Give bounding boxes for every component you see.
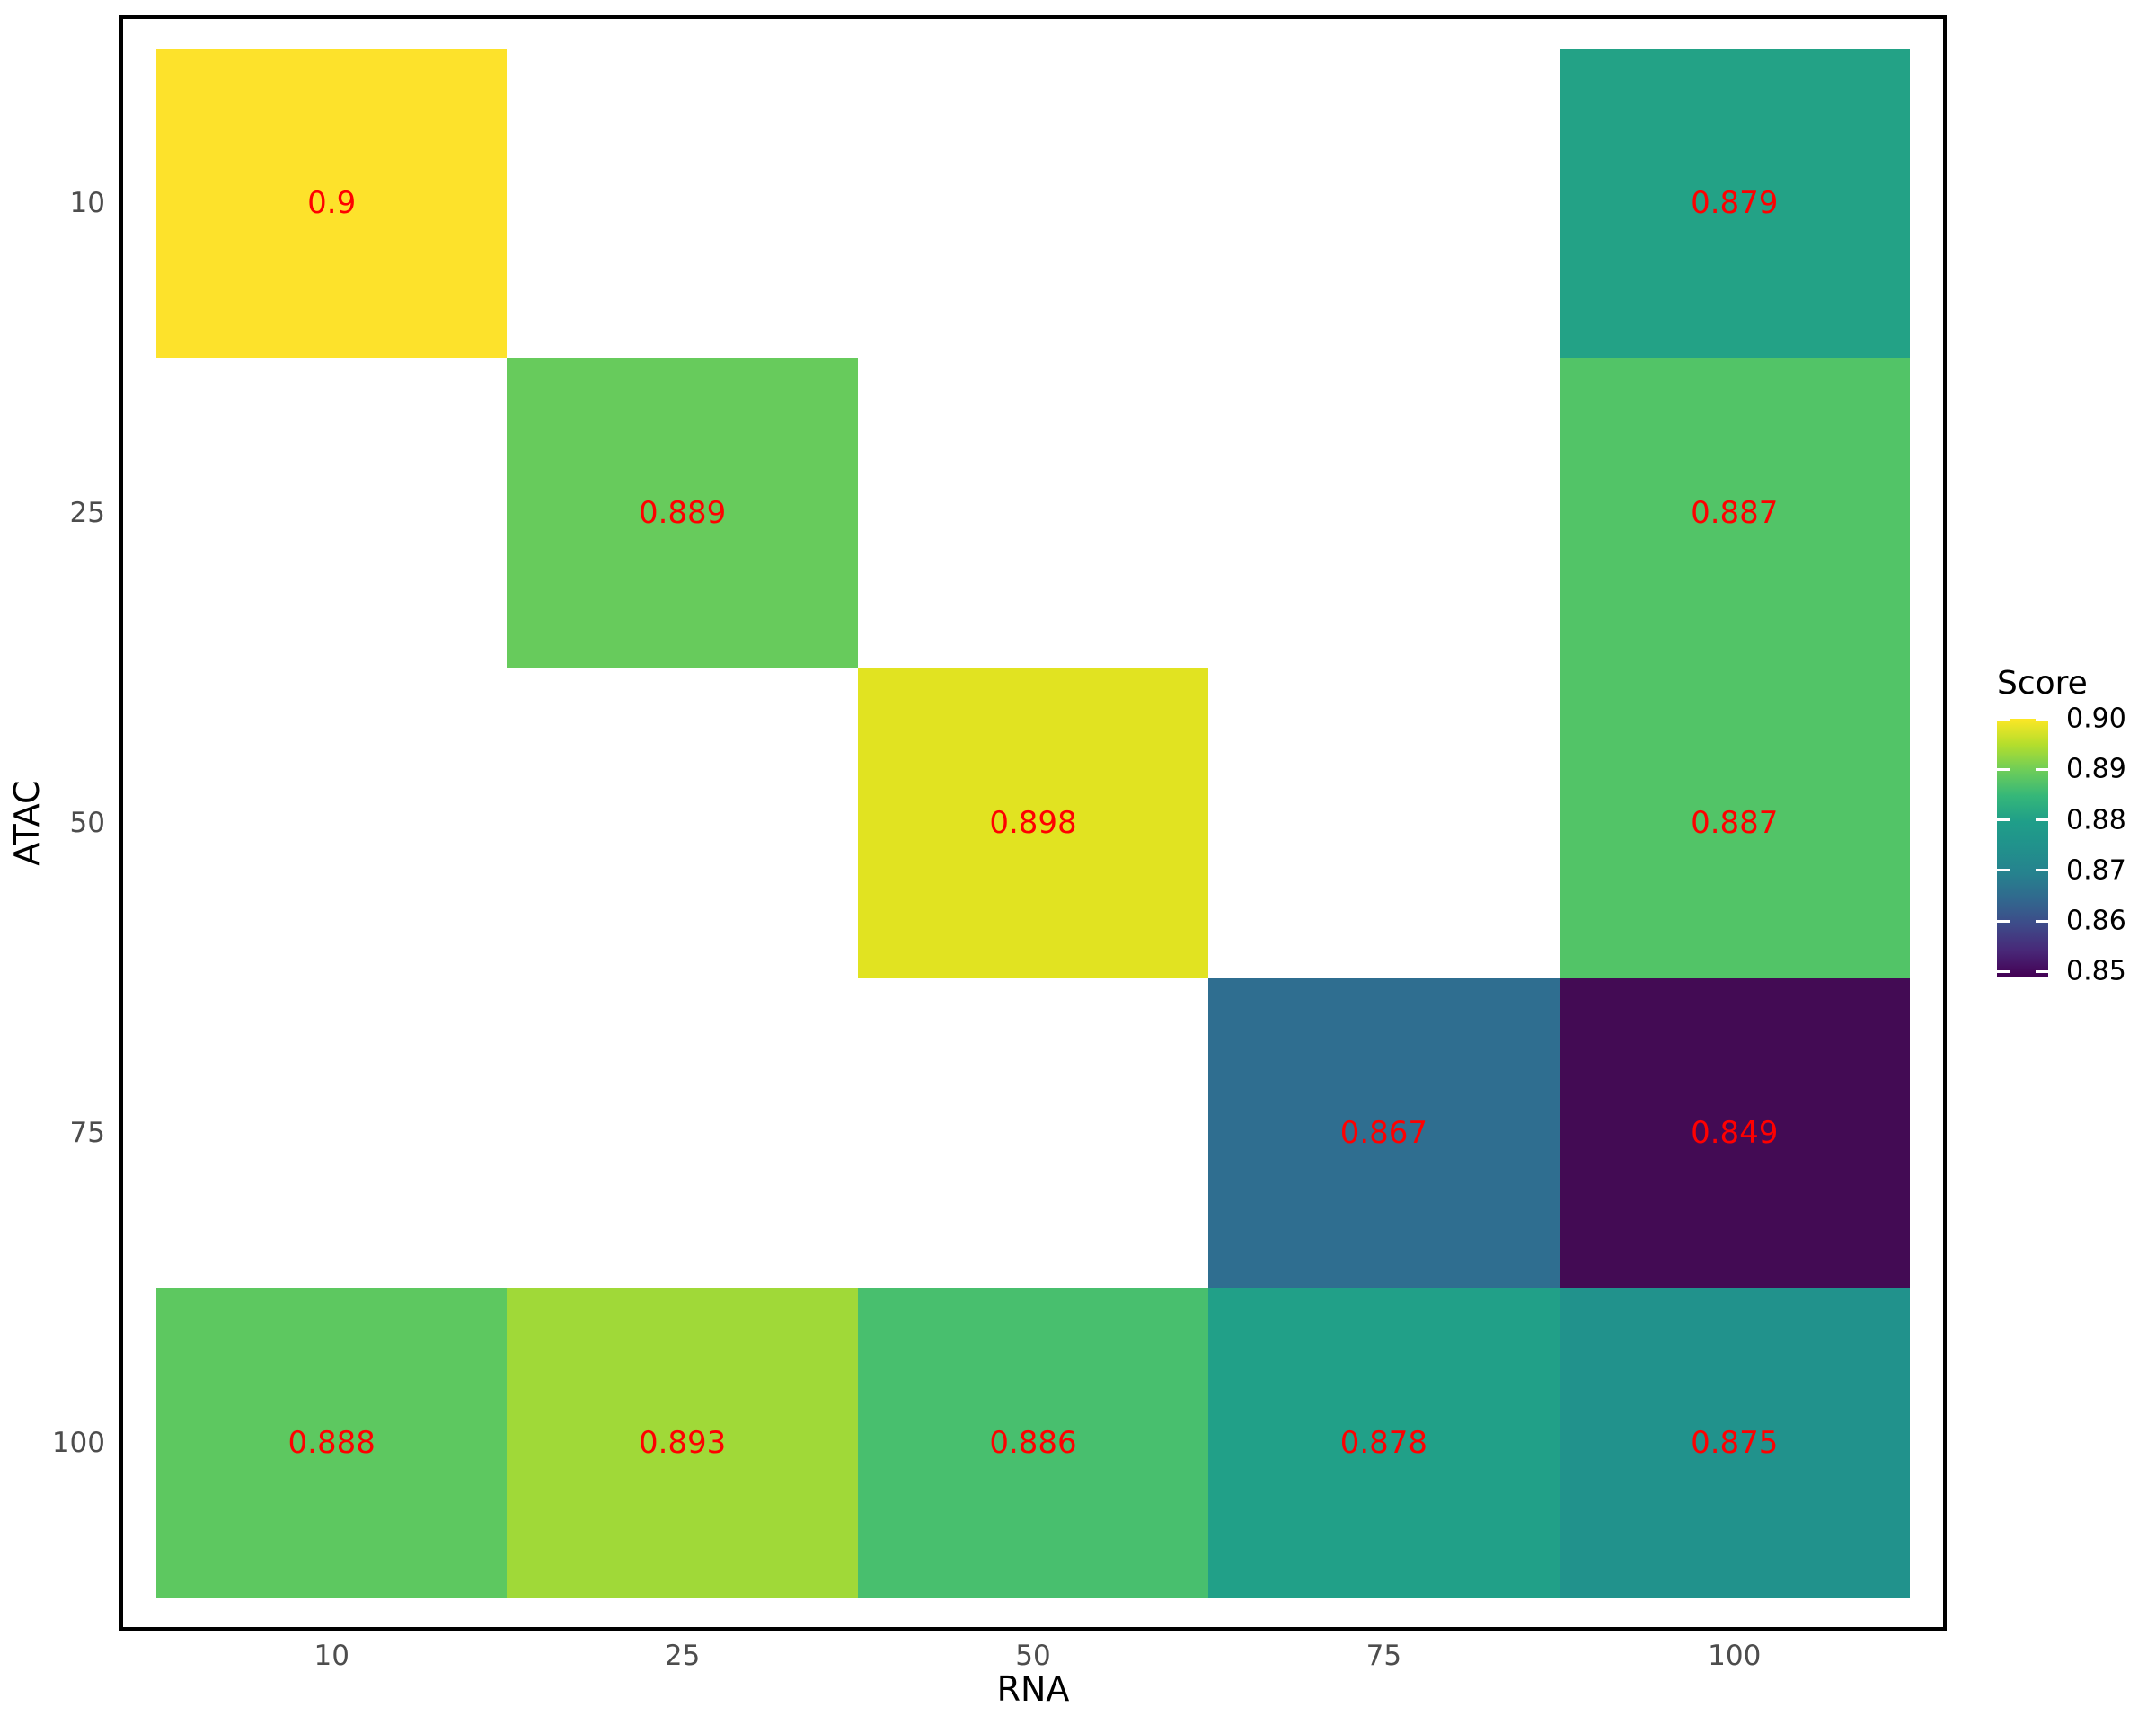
tile-value-label: 0.889 bbox=[638, 495, 727, 531]
y-tick-label: 25 bbox=[69, 497, 105, 529]
legend-colorbar bbox=[1997, 719, 2048, 977]
heatmap-tile bbox=[857, 1287, 1209, 1598]
heatmap-tile bbox=[1559, 358, 1910, 668]
legend-tick-mark bbox=[1997, 969, 2010, 973]
legend-tick-mark bbox=[2036, 919, 2048, 923]
y-axis-title: ATAC bbox=[7, 780, 47, 866]
heatmap-tile bbox=[156, 48, 508, 358]
heatmap-tile bbox=[1208, 978, 1560, 1288]
tile-value-label: 0.898 bbox=[989, 805, 1077, 841]
y-tick-label: 100 bbox=[51, 1427, 105, 1459]
tile-value-label: 0.849 bbox=[1691, 1114, 1779, 1151]
x-tick-label: 100 bbox=[1708, 1640, 1762, 1672]
tile-value-label: 0.879 bbox=[1691, 185, 1779, 221]
legend-tick-mark bbox=[2036, 719, 2048, 721]
x-axis-title: RNA bbox=[996, 1669, 1070, 1709]
heatmap-tile bbox=[857, 668, 1209, 978]
heatmap-tile bbox=[507, 1287, 858, 1598]
legend-tick-label: 0.86 bbox=[2066, 905, 2126, 937]
x-tick-label: 75 bbox=[1365, 1640, 1402, 1672]
y-axis-tick-labels: 10 25 50 75 100 bbox=[0, 17, 105, 1629]
legend-tick-mark bbox=[1997, 767, 2010, 771]
heatmap-tile bbox=[156, 1287, 508, 1598]
heatmap-tile bbox=[1559, 978, 1910, 1288]
legend-tick-mark bbox=[2036, 767, 2048, 771]
legend-tick-mark bbox=[2036, 869, 2048, 872]
x-axis-tick-labels: 10 25 50 75 100 bbox=[121, 1639, 1945, 1678]
x-tick-label: 50 bbox=[1015, 1640, 1051, 1672]
legend-tick-label: 0.85 bbox=[2066, 955, 2126, 987]
legend-tick-mark bbox=[1997, 869, 2010, 872]
legend-title: Score bbox=[1997, 665, 2088, 702]
legend-tick-mark bbox=[1997, 719, 2010, 721]
x-tick-label: 25 bbox=[664, 1640, 701, 1672]
legend-tick-mark bbox=[2036, 969, 2048, 973]
legend-tick-mark bbox=[2036, 818, 2048, 822]
tile-value-label: 0.9 bbox=[307, 185, 357, 221]
legend-tick-label: 0.88 bbox=[2066, 804, 2126, 836]
legend-tick-labels: 0.90 0.89 0.88 0.87 0.86 0.85 bbox=[2066, 0, 2156, 1725]
y-tick-label: 75 bbox=[69, 1116, 105, 1149]
tile-value-label: 0.893 bbox=[638, 1425, 727, 1461]
heatmap-tile bbox=[1208, 1287, 1560, 1598]
heatmap-tile bbox=[1559, 1287, 1910, 1598]
legend-tick-label: 0.89 bbox=[2066, 753, 2126, 785]
heatmap-tile bbox=[1559, 48, 1910, 358]
y-tick-label: 10 bbox=[69, 187, 105, 219]
heatmap-tile bbox=[1559, 668, 1910, 978]
heatmap-tile bbox=[507, 358, 858, 668]
tile-value-label: 0.875 bbox=[1691, 1425, 1779, 1461]
tile-value-label: 0.878 bbox=[1339, 1425, 1428, 1461]
plot-panel: 0.9 0.879 0.889 0.887 0.898 0.887 0.867 0.849 0.… bbox=[119, 15, 1947, 1631]
legend-tick-label: 0.87 bbox=[2066, 854, 2126, 887]
y-tick-label: 50 bbox=[69, 807, 105, 839]
heatmap-tiles-layer: 0.9 0.879 0.889 0.887 0.898 0.887 0.867 0.849 0.… bbox=[121, 17, 1945, 1629]
legend-tick-mark bbox=[1997, 818, 2010, 822]
tile-value-label: 0.887 bbox=[1691, 805, 1779, 841]
x-tick-label: 10 bbox=[314, 1640, 349, 1672]
tile-value-label: 0.886 bbox=[989, 1425, 1077, 1461]
tile-value-label: 0.887 bbox=[1691, 495, 1779, 531]
legend-tick-label: 0.90 bbox=[2066, 703, 2126, 735]
legend-tick-mark bbox=[1997, 919, 2010, 923]
tile-value-label: 0.867 bbox=[1339, 1114, 1428, 1151]
tile-value-label: 0.888 bbox=[287, 1425, 376, 1461]
